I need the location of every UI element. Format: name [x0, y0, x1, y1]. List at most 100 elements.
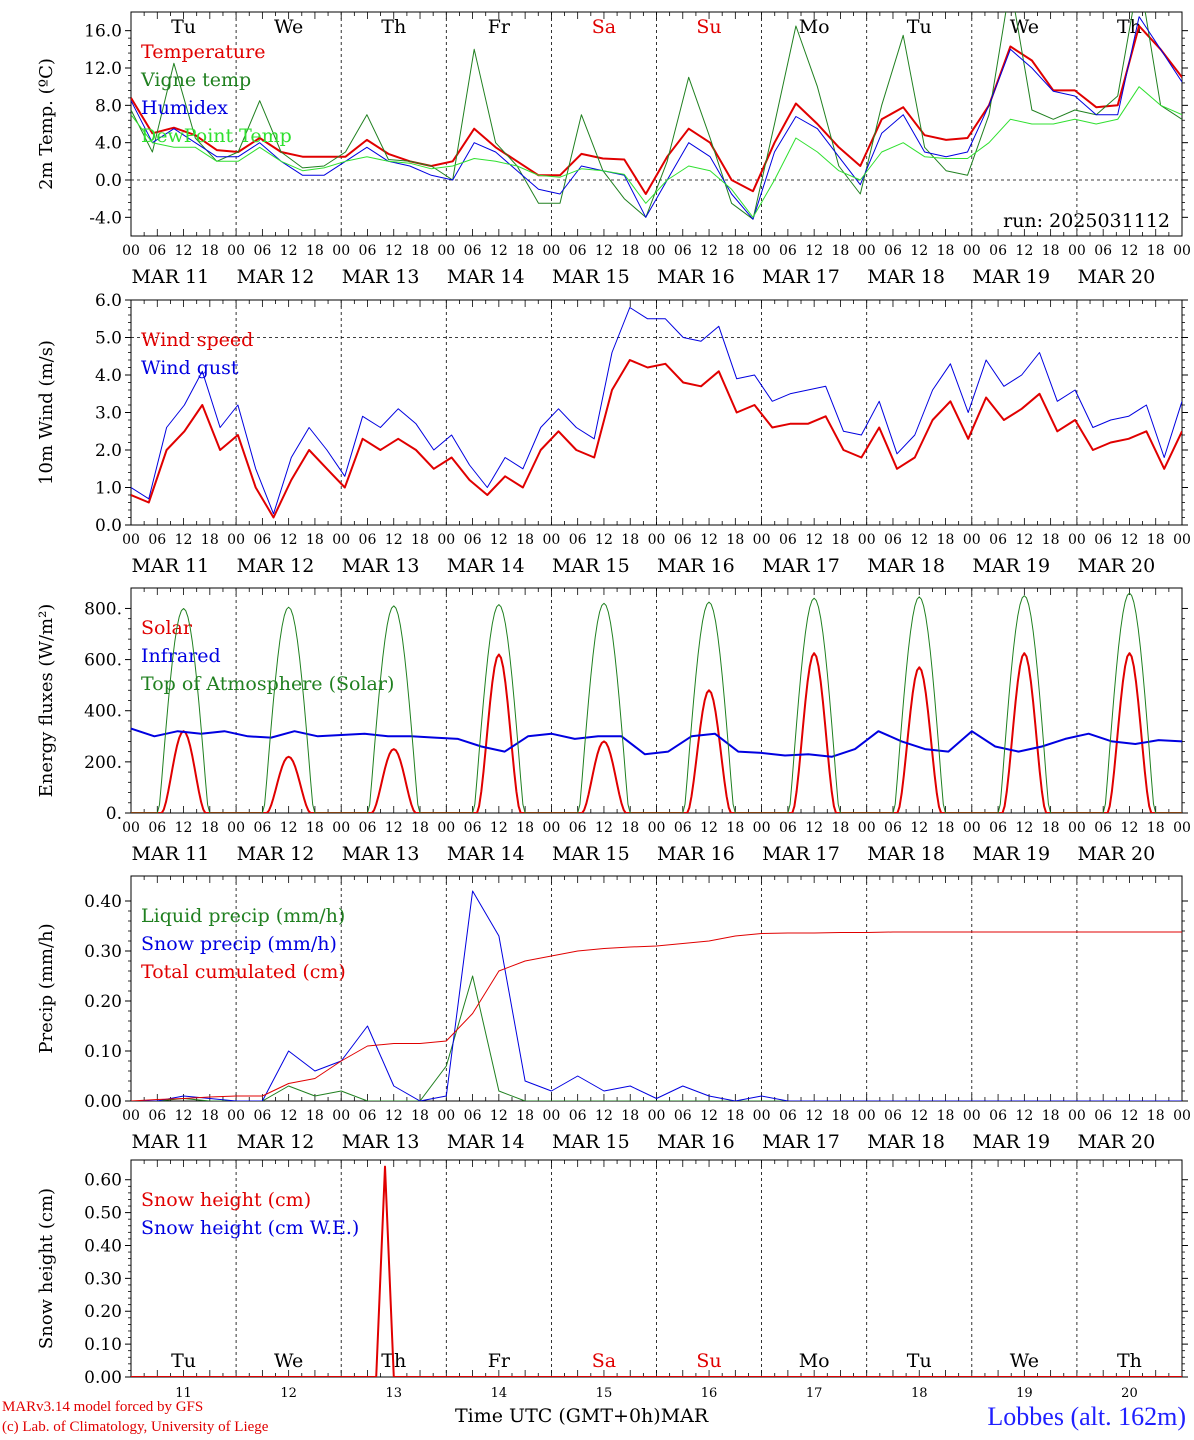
series-line-dewpoint-temp	[131, 86, 1182, 218]
hour-tick-label: 00	[1068, 243, 1086, 259]
hour-tick-label: 00	[1173, 243, 1191, 259]
hour-tick-label: 12	[1015, 1108, 1033, 1124]
hour-tick-label: 18	[937, 532, 955, 548]
y-tick-label: -4.0	[89, 208, 122, 228]
hour-tick-label: 18	[832, 532, 850, 548]
hour-tick-label: 18	[516, 1108, 534, 1124]
day-number: 13	[385, 1386, 402, 1401]
hour-tick-label: 18	[937, 243, 955, 259]
legend-entry: Total cumulated (cm)	[141, 961, 346, 983]
y-tick-label: 0.0	[95, 171, 122, 191]
hour-tick-label: 12	[175, 820, 193, 836]
day-label: Su	[696, 16, 721, 38]
hour-tick-label: 00	[1068, 532, 1086, 548]
day-label: Tu	[171, 1350, 196, 1372]
hour-tick-label: 18	[306, 1108, 324, 1124]
hour-tick-label: 12	[1121, 1108, 1139, 1124]
hour-tick-label: 12	[805, 820, 823, 836]
hour-tick-label: 06	[464, 532, 482, 548]
date-label: MAR 12	[237, 1131, 315, 1153]
hour-tick-label: 06	[359, 820, 377, 836]
day-number: 18	[911, 1386, 928, 1401]
hour-tick-label: 18	[306, 820, 324, 836]
hour-tick-label: 12	[700, 820, 718, 836]
hour-tick-label: 18	[516, 243, 534, 259]
hour-tick-label: 00	[437, 243, 455, 259]
date-label: MAR 19	[972, 1131, 1050, 1153]
hour-tick-label: 18	[201, 820, 219, 836]
hour-tick-label: 00	[1173, 1108, 1191, 1124]
date-label: MAR 16	[657, 843, 735, 865]
hour-tick-label: 18	[306, 243, 324, 259]
hour-tick-label: 06	[989, 820, 1007, 836]
panel-frame	[130, 587, 1183, 814]
hour-tick-label: 06	[1094, 532, 1112, 548]
hour-tick-label: 06	[464, 1108, 482, 1124]
hour-tick-label: 00	[542, 1108, 560, 1124]
hour-tick-label: 00	[858, 532, 876, 548]
y-tick-label: 5.0	[95, 329, 122, 349]
date-label: MAR 15	[552, 1131, 630, 1153]
y-tick-label: 0.40	[84, 1236, 122, 1256]
hour-tick-label: 06	[1094, 243, 1112, 259]
date-label: MAR 19	[972, 843, 1050, 865]
legend-entry: Snow precip (mm/h)	[141, 933, 337, 955]
day-label: We	[1010, 1350, 1039, 1372]
hour-tick-label: 12	[700, 532, 718, 548]
date-label: MAR 18	[867, 843, 945, 865]
hour-tick-label: 12	[490, 243, 508, 259]
hour-tick-label: 00	[542, 820, 560, 836]
series-line-solar	[131, 652, 1182, 813]
hour-tick-label: 06	[359, 1108, 377, 1124]
y-tick-label: 200.	[84, 753, 122, 773]
station-label: Lobbes (alt. 162m)	[987, 1402, 1186, 1431]
hour-tick-label: 00	[1173, 532, 1191, 548]
date-label: MAR 20	[1077, 843, 1155, 865]
hour-tick-label: 00	[1068, 820, 1086, 836]
hour-tick-label: 12	[280, 1108, 298, 1124]
hour-tick-label: 18	[621, 243, 639, 259]
day-number: 17	[806, 1386, 823, 1401]
date-label: MAR 14	[447, 1131, 525, 1153]
hour-tick-label: 06	[569, 820, 587, 836]
hour-tick-label: 06	[464, 820, 482, 836]
legend-entry: Liquid precip (mm/h)	[141, 905, 345, 927]
hour-tick-label: 12	[175, 1108, 193, 1124]
y-axis-label: Energy fluxes (W/m²)	[36, 604, 57, 798]
hour-tick-label: 18	[411, 1108, 429, 1124]
y-tick-label: 0.	[106, 804, 122, 824]
hour-tick-label: 18	[201, 243, 219, 259]
hour-tick-label: 12	[490, 1108, 508, 1124]
hour-tick-label: 18	[201, 532, 219, 548]
date-label: MAR 17	[762, 1131, 840, 1153]
day-label: Tu	[907, 16, 932, 38]
date-label: MAR 16	[657, 1131, 735, 1153]
hour-tick-label: 00	[648, 532, 666, 548]
hour-tick-label: 06	[674, 1108, 692, 1124]
hour-tick-label: 18	[1147, 532, 1165, 548]
day-label: Sa	[592, 16, 616, 38]
day-label: We	[1010, 16, 1039, 38]
y-tick-label: 800.	[84, 599, 122, 619]
hour-tick-label: 06	[1094, 1108, 1112, 1124]
date-label: MAR 11	[132, 1131, 210, 1153]
date-label: MAR 18	[867, 1131, 945, 1153]
legend-entry: Vigne temp	[140, 69, 251, 91]
date-label: MAR 17	[762, 843, 840, 865]
series-line-total-cumulated-cm-	[131, 931, 1182, 1101]
hour-tick-label: 06	[779, 820, 797, 836]
hour-tick-label: 00	[753, 532, 771, 548]
hour-tick-label: 18	[201, 1108, 219, 1124]
hour-tick-label: 18	[1042, 243, 1060, 259]
series-line-top-of-atmosphere-solar-	[131, 592, 1182, 813]
hour-tick-label: 00	[122, 820, 140, 836]
legend-entry: Humidex	[141, 97, 228, 119]
hour-tick-label: 12	[1121, 820, 1139, 836]
hour-tick-label: 12	[280, 243, 298, 259]
hour-tick-label: 00	[332, 532, 350, 548]
date-label: MAR 12	[237, 843, 315, 865]
date-label: MAR 13	[342, 555, 420, 577]
hour-tick-label: 18	[832, 243, 850, 259]
day-number: 15	[596, 1386, 613, 1401]
hour-tick-label: 06	[253, 243, 271, 259]
